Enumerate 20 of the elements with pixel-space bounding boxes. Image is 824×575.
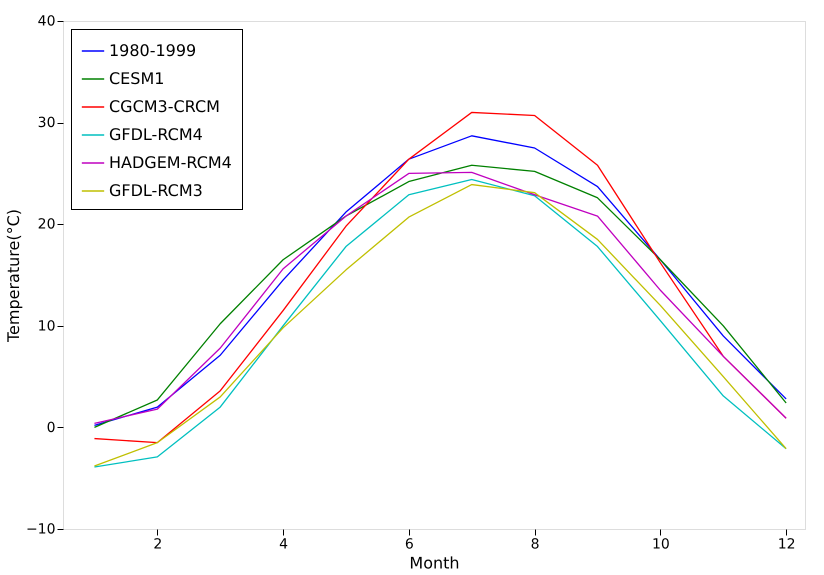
y-tick-label: 20 [38,216,56,233]
y-tick-label: 40 [38,14,56,30]
legend-label: CESM1 [109,69,164,88]
x-tick-label: 2 [153,536,162,552]
y-tick-label: 0 [46,420,56,436]
y-tick-label: 30 [38,115,56,132]
legend-label: HADGEM-RCM4 [109,153,232,172]
legend-label: 1980-1999 [109,41,196,60]
legend-label: GFDL-RCM3 [109,181,203,200]
x-axis-title: Month [409,554,460,572]
x-tick-label: 6 [404,536,414,552]
y-axis-title: Temperature(°C) [4,208,23,344]
legend-label: CGCM3-CRCM [109,97,220,116]
legend-label: GFDL-RCM4 [109,125,203,144]
x-tick-label: 8 [530,536,540,552]
x-tick-label: 12 [778,536,796,552]
y-tick-label: 10 [38,318,56,334]
y-tick-label: −10 [26,522,56,538]
x-tick-label: 4 [279,536,288,552]
x-tick-label: 10 [652,536,670,552]
